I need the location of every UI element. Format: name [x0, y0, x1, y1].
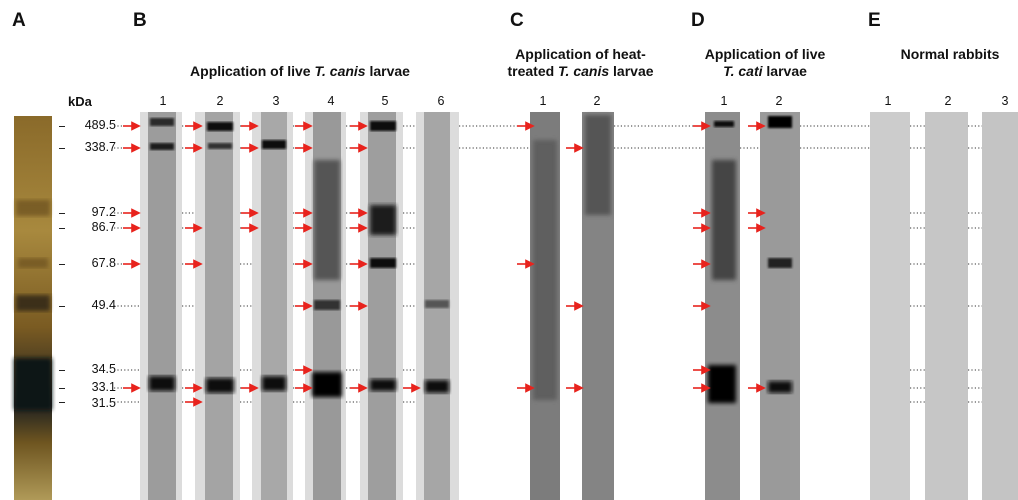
- mw-tick: [59, 306, 65, 307]
- lane-number: 3: [1001, 94, 1009, 108]
- lane-number: 1: [884, 94, 892, 108]
- mw-tick: [59, 370, 65, 371]
- lane-e1: [870, 112, 910, 500]
- lane-b5: [360, 112, 403, 500]
- panel-e-lanes: [870, 112, 1018, 500]
- lane-number: 1: [159, 94, 167, 108]
- mw-label-489.5: 489.5: [84, 118, 116, 132]
- mw-tick: [59, 213, 65, 214]
- kda-unit-label: kDa: [68, 94, 92, 109]
- lane-number: 4: [327, 94, 335, 108]
- panel-label-a: A: [12, 10, 26, 31]
- panel-d-lanes: [705, 112, 800, 500]
- mw-label-97.2: 97.2: [91, 205, 116, 219]
- mw-tick: [59, 228, 65, 229]
- panel-c-title: Application of heat- treated T. canis la…: [507, 46, 654, 79]
- marker-lane: [14, 116, 52, 500]
- mw-tick: [59, 264, 65, 265]
- mw-label-338.7: 338.7: [84, 140, 116, 154]
- mw-tick: [59, 148, 65, 149]
- lane-number: 1: [539, 94, 547, 108]
- lane-b6: [416, 112, 459, 500]
- panel-c-lanes: [530, 112, 614, 500]
- lane-c1: [530, 112, 560, 500]
- lane-b1: [140, 112, 182, 500]
- lane-number: 5: [381, 94, 389, 108]
- mw-label-86.7: 86.7: [91, 220, 116, 234]
- panel-b-title: Application of live T. canis larvae: [190, 63, 410, 79]
- panel-d-title: Application of live T. cati larvae: [704, 46, 826, 79]
- panel-b-lanes: [140, 112, 459, 500]
- mw-label-34.5: 34.5: [91, 362, 116, 376]
- panel-label-b: B: [133, 10, 147, 31]
- lane-number: 2: [944, 94, 952, 108]
- mw-label-31.5: 31.5: [91, 396, 116, 410]
- lane-number: 2: [216, 94, 224, 108]
- lane-d1: [705, 112, 740, 500]
- lane-number: 1: [720, 94, 728, 108]
- lane-b4: [305, 112, 346, 500]
- lane-c2: [582, 112, 614, 500]
- mw-tick: [59, 126, 65, 127]
- band-arrows: [123, 121, 766, 407]
- mw-label-67.8: 67.8: [91, 256, 116, 270]
- panel-label-d: D: [691, 10, 705, 31]
- mw-label-49.4: 49.4: [91, 298, 116, 312]
- mw-label-33.1: 33.1: [91, 380, 116, 394]
- lane-d2: [760, 112, 800, 500]
- lane-b2: [195, 112, 240, 500]
- panel-label-c: C: [510, 10, 524, 31]
- panel-label-e: E: [868, 10, 881, 31]
- lane-b3: [252, 112, 293, 500]
- mw-tick: [59, 402, 65, 403]
- lane-number: 3: [272, 94, 280, 108]
- lane-number: 2: [775, 94, 783, 108]
- lane-e3: [982, 112, 1018, 500]
- lane-number: 2: [593, 94, 601, 108]
- lane-number: 6: [437, 94, 445, 108]
- panel-e-title: Normal rabbits: [900, 46, 1000, 62]
- lane-e2: [925, 112, 968, 500]
- mw-tick: [59, 388, 65, 389]
